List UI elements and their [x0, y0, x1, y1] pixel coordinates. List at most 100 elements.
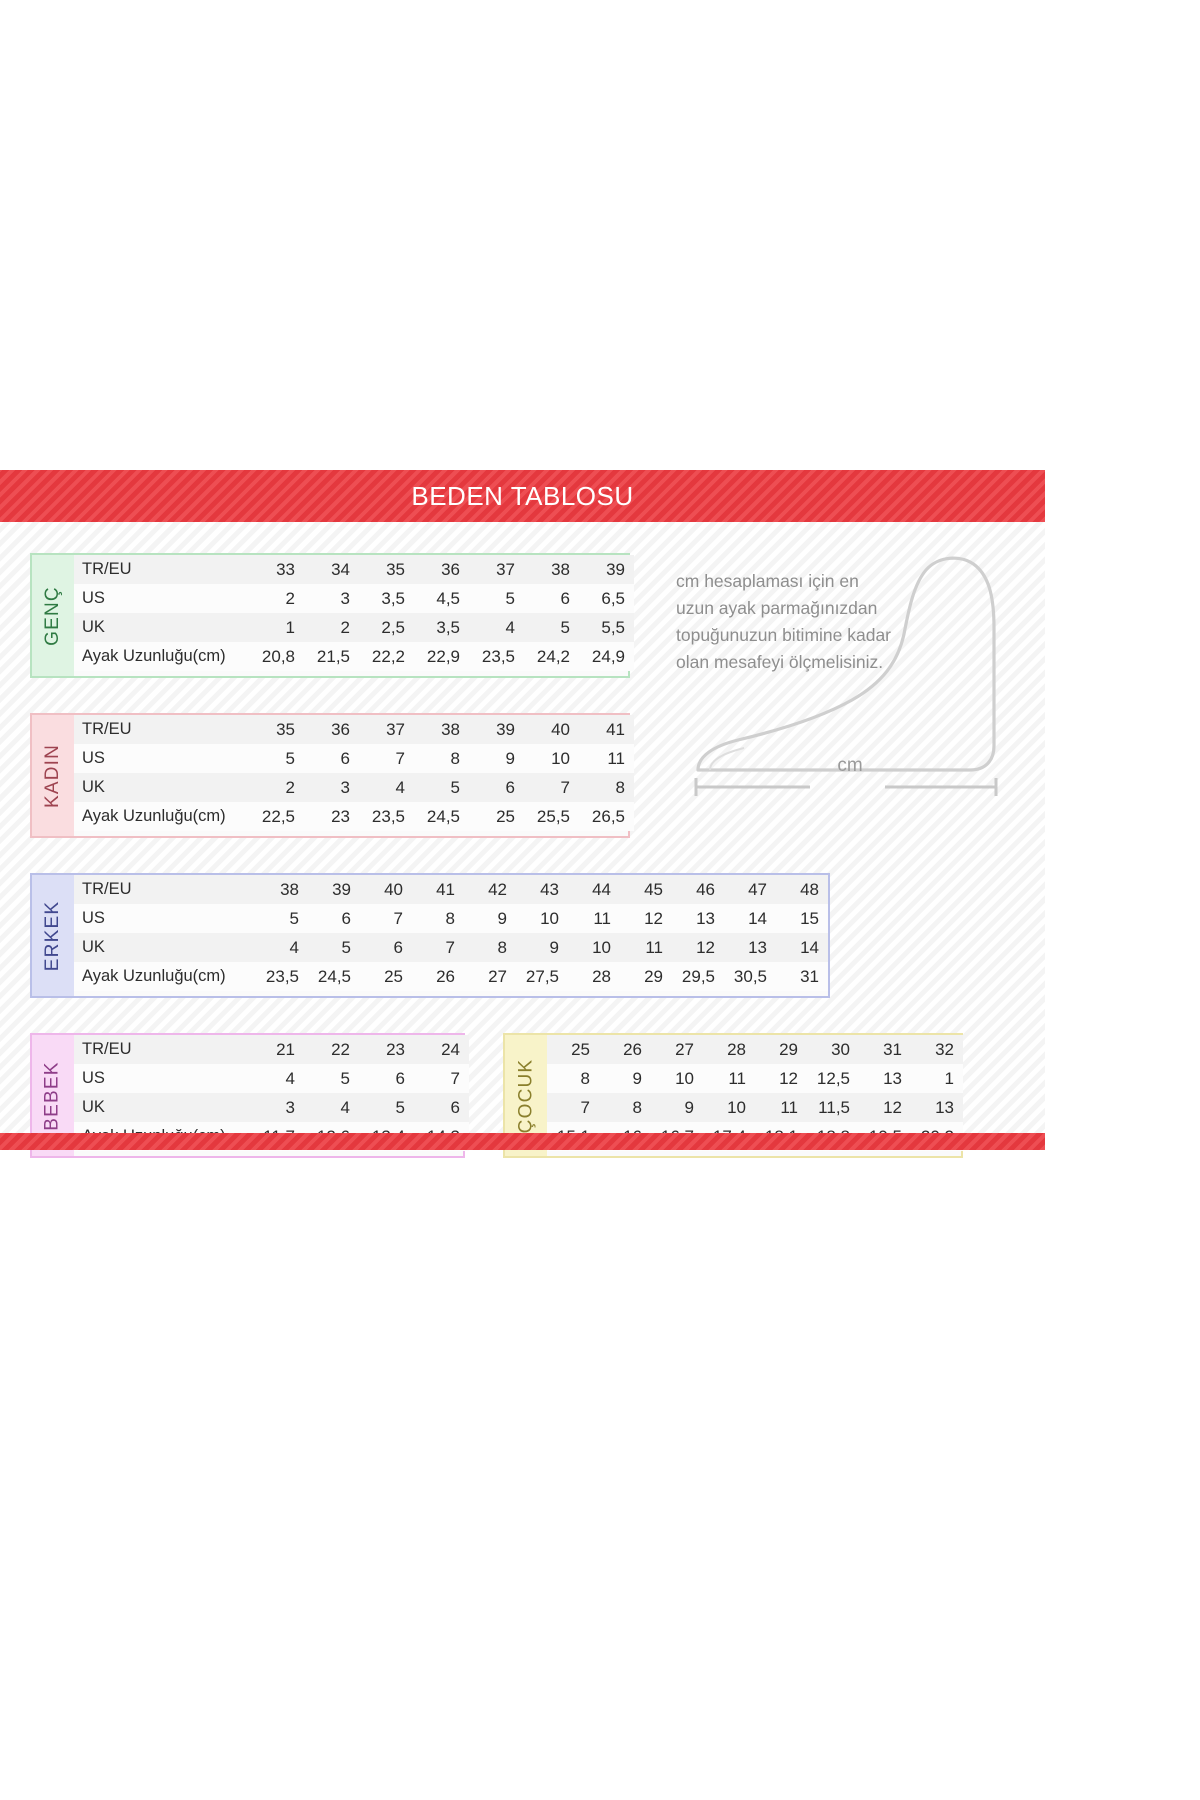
table-cell: 8: [632, 1097, 642, 1117]
table-cell: 41: [436, 879, 455, 899]
table-cell: 5: [289, 908, 299, 928]
table-cell: 37: [386, 719, 405, 739]
table-cell: 26: [623, 1039, 642, 1059]
table-cell: 39: [332, 879, 351, 899]
table-cell: 4: [505, 617, 515, 637]
table-row: TR/EU 21 22 23 24: [74, 1035, 469, 1064]
table-cell: 12: [644, 908, 663, 928]
genc-table: TR/EU 33 34 35 36 37 38 39 US 2 3 3,5 4,5 5 6 6,5 UK…: [74, 555, 634, 676]
row-label-tr-eu: TR/EU: [82, 1040, 132, 1058]
table-cell: 31: [883, 1039, 902, 1059]
table-cell: 8: [580, 1068, 590, 1088]
table-cell: 39: [496, 719, 515, 739]
row-cells: 2 3 3,5 4,5 5 6 6,5: [249, 589, 634, 609]
table-cell: 13: [883, 1068, 902, 1088]
table-row: Ayak Uzunluğu(cm) 23,5 24,5 25 26 27 27,5 28 29…: [74, 962, 828, 991]
table-row: UK 4 5 6 7 8 9 10 11 12 13 14: [74, 933, 828, 962]
erkek-table: TR/EU 38 39 40 41 42 43 44 45 46 47 48 US 5 6 7 8 9 10 1…: [74, 875, 828, 996]
table-cell: 6: [450, 1097, 460, 1117]
table-row: 8 9 10 11 12 12,5 13 1: [547, 1064, 963, 1093]
table-cell: 4: [395, 777, 405, 797]
row-cells: 33 34 35 36 37 38 39: [249, 560, 634, 580]
bebek-label-text: BEBEK: [42, 1060, 63, 1131]
row-label-tr-eu: TR/EU: [82, 560, 132, 578]
foot-diagram: [680, 550, 1020, 800]
table-cell: 9: [632, 1068, 642, 1088]
row-label-us: US: [82, 589, 105, 607]
genc-label-text: GENÇ: [42, 585, 64, 646]
table-cell: 41: [606, 719, 625, 739]
row-label-us: US: [82, 1069, 105, 1087]
table-cell: 42: [488, 879, 507, 899]
table-cell: 29: [779, 1039, 798, 1059]
cm-ruler-icon: [694, 778, 998, 796]
table-cell: 13: [748, 937, 767, 957]
table-cell: 5: [560, 617, 570, 637]
table-cell: 21,5: [316, 646, 350, 666]
table-cell: 22: [331, 1039, 350, 1059]
measurement-instructions: cm hesaplaması için en uzun ayak parmağı…: [676, 571, 892, 672]
table-cell: 11: [593, 908, 611, 928]
table-cell: 4: [285, 1068, 295, 1088]
row-cells: 8 9 10 11 12 12,5 13 1: [547, 1069, 963, 1089]
table-cell: 38: [551, 559, 570, 579]
table-cell: 29,5: [681, 966, 715, 986]
table-cell: 48: [800, 879, 819, 899]
table-cell: 6: [395, 1068, 405, 1088]
row-label-uk: UK: [82, 778, 105, 796]
table-cell: 3: [340, 777, 350, 797]
table-cell: 21: [276, 1039, 295, 1059]
table-cell: 8: [450, 748, 460, 768]
table-cell: 31: [800, 966, 819, 986]
row-label-uk: UK: [82, 938, 105, 956]
table-cell: 6: [560, 588, 570, 608]
table-cell: 38: [280, 879, 299, 899]
table-cell: 3,5: [381, 588, 405, 608]
row-label-length: Ayak Uzunluğu(cm): [82, 807, 226, 825]
table-cell: 23: [386, 1039, 405, 1059]
table-cell: 24,9: [591, 646, 625, 666]
table-cell: 3: [285, 1097, 295, 1117]
table-cell: 13: [696, 908, 715, 928]
table-row: TR/EU 35 36 37 38 39 40 41: [74, 715, 634, 744]
table-cell: 30,5: [733, 966, 767, 986]
size-block-erkek-label: ERKEK: [32, 875, 74, 996]
table-cell: 37: [496, 559, 515, 579]
table-cell: 36: [441, 559, 460, 579]
table-cell: 10: [592, 937, 611, 957]
row-cells: 5 6 7 8 9 10 11 12 13 14 15: [249, 909, 828, 929]
table-cell: 3: [340, 588, 350, 608]
size-block-genc: GENÇ TR/EU 33 34 35 36 37 38 39 US 2 3 3,5 4,5 5 6 6…: [30, 553, 634, 678]
table-row: 7 8 9 10 11 11,5 12 13: [547, 1093, 963, 1122]
table-cell: 25,5: [536, 806, 570, 826]
table-cell: 26: [436, 966, 455, 986]
row-label-tr-eu: TR/EU: [82, 880, 132, 898]
row-label-us: US: [82, 909, 105, 927]
table-cell: 5: [395, 1097, 405, 1117]
table-cell: 35: [276, 719, 295, 739]
table-cell: 14: [800, 937, 819, 957]
row-label-tr-eu: TR/EU: [82, 720, 132, 738]
table-cell: 28: [592, 966, 611, 986]
table-cell: 12: [696, 937, 715, 957]
row-label-length: Ayak Uzunluğu(cm): [82, 647, 226, 665]
table-cell: 22,9: [426, 646, 460, 666]
table-cell: 9: [684, 1097, 694, 1117]
table-cell: 5: [450, 777, 460, 797]
table-cell: 24: [441, 1039, 460, 1059]
kadin-label-text: KADIN: [42, 743, 64, 808]
table-cell: 30: [831, 1039, 850, 1059]
table-cell: 9: [505, 748, 515, 768]
size-block-kadin: KADIN TR/EU 35 36 37 38 39 40 41 US 5 6 7 8 9 10 11 …: [30, 713, 634, 838]
table-cell: 26,5: [591, 806, 625, 826]
table-row: UK 1 2 2,5 3,5 4 5 5,5: [74, 613, 634, 642]
row-cells: 1 2 2,5 3,5 4 5 5,5: [249, 618, 634, 638]
table-cell: 22,2: [371, 646, 405, 666]
table-cell: 29: [644, 966, 663, 986]
table-cell: 24,5: [426, 806, 460, 826]
row-cells: 5 6 7 8 9 10 11: [249, 749, 634, 769]
table-cell: 12,5: [816, 1068, 850, 1088]
table-cell: 2,5: [381, 617, 405, 637]
